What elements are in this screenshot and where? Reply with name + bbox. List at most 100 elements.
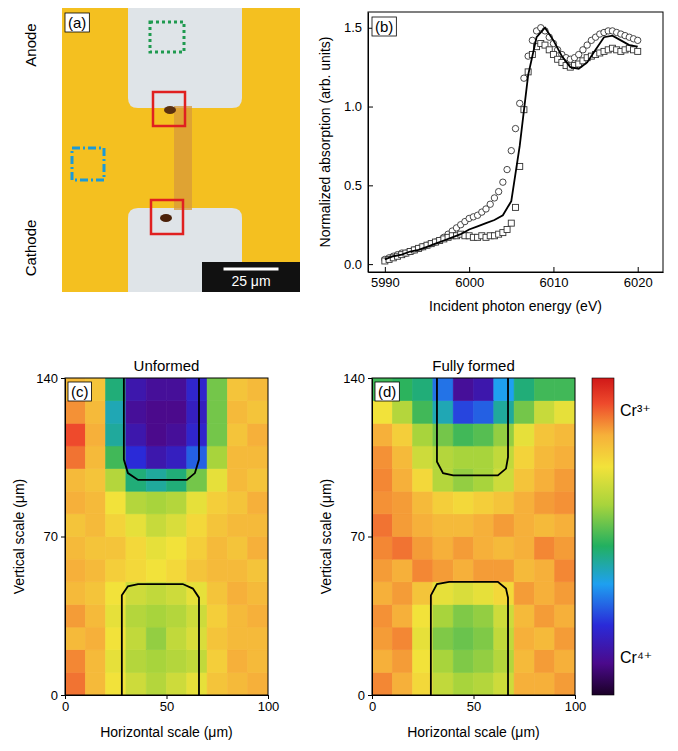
plot-area <box>65 378 268 695</box>
heatmap-cell <box>514 423 534 446</box>
heatmap-cell <box>474 559 494 582</box>
heatmap-cell <box>534 582 554 605</box>
micrograph-panel: 25 μm(a)AnodeCathode <box>22 8 300 292</box>
heatmap-cell <box>453 401 473 424</box>
heatmap-cell <box>167 559 187 582</box>
heatmap-cell <box>227 423 247 446</box>
region-box <box>151 200 183 234</box>
plot-background <box>368 12 663 272</box>
heatmap-cell <box>85 491 105 514</box>
plot-frame <box>372 378 575 695</box>
heatmap-cell <box>392 537 412 560</box>
heatmap-cell <box>534 537 554 560</box>
heatmap-cell <box>227 537 247 560</box>
x-tick: 100 <box>258 695 280 714</box>
heatmap-cell <box>248 537 268 560</box>
heatmap-cell <box>534 650 554 673</box>
x-tick: 100 <box>565 695 587 714</box>
tick-label: 5990 <box>371 275 400 290</box>
colorbar-label: Cr⁴⁺ <box>620 649 652 666</box>
heatmap-cell <box>65 582 85 605</box>
axis-line <box>65 379 66 696</box>
label: Fully formed <box>432 357 515 374</box>
heatmap-cell <box>392 514 412 537</box>
heatmap-cell <box>106 650 126 673</box>
heatmap-cell <box>413 537 433 560</box>
heatmap-cell <box>413 423 433 446</box>
heatmap-cell <box>207 627 227 650</box>
heatmap-cell <box>187 672 207 695</box>
electrode-outline <box>431 582 508 695</box>
marker <box>491 195 497 201</box>
heatmap-cell <box>433 604 453 627</box>
heatmap-cell <box>167 604 187 627</box>
heatmap-cell <box>534 514 554 537</box>
heatmap-cell <box>494 582 514 605</box>
heatmap-cell <box>65 537 85 560</box>
y-tick: 140 <box>36 371 65 386</box>
heatmap-cell <box>207 537 227 560</box>
tick-label: 140 <box>343 371 365 386</box>
heatmap-cell <box>207 604 227 627</box>
y-tick: 0 <box>358 688 372 703</box>
marker <box>513 204 519 210</box>
heatmap-cell <box>494 423 514 446</box>
heatmap-cell <box>413 627 433 650</box>
tick-label: 70 <box>351 529 365 544</box>
tick-mark <box>61 537 65 538</box>
heatmap-cell <box>474 627 494 650</box>
marker <box>504 226 510 232</box>
heatmap-cell <box>453 378 473 401</box>
heatmap-cell <box>248 627 268 650</box>
label: Horizontal scale (μm) <box>407 724 540 740</box>
heatmap-cell <box>106 491 126 514</box>
heatmap-cell <box>555 491 575 514</box>
heatmap-cell <box>474 446 494 469</box>
heatmap-cell <box>248 559 268 582</box>
heatmap-cell <box>514 491 534 514</box>
heatmap-cell <box>555 650 575 673</box>
tick-label: 0 <box>358 688 365 703</box>
heatmap-cell <box>248 650 268 673</box>
defect <box>160 214 172 222</box>
tick-label: 6010 <box>539 275 568 290</box>
colorbar: Cr³⁺Cr⁴⁺ <box>592 378 652 695</box>
heatmap-cell <box>413 672 433 695</box>
heatmap-cell <box>146 491 166 514</box>
heatmap-cell <box>146 650 166 673</box>
heatmap-cell <box>146 537 166 560</box>
y-tick: 0.0 <box>344 257 373 272</box>
heatmap-cell <box>413 514 433 537</box>
heatmap-cell <box>248 401 268 424</box>
heatmap-cell <box>514 537 534 560</box>
heatmap-cell <box>227 378 247 401</box>
series-line <box>385 28 638 260</box>
heatmap-cell <box>126 514 146 537</box>
heatmap-cell <box>392 446 412 469</box>
heatmap-cell <box>372 514 392 537</box>
region-box <box>72 148 104 180</box>
heatmap-cell <box>126 491 146 514</box>
heatmap-cell <box>227 604 247 627</box>
tick-label: 6020 <box>624 275 653 290</box>
heatmap-cell <box>248 446 268 469</box>
heatmap-cell <box>65 401 85 424</box>
heatmap-cell <box>392 672 412 695</box>
heatmap-cell <box>207 446 227 469</box>
tick-label: 70 <box>44 529 58 544</box>
label: Vertical scale (μm) <box>11 479 27 594</box>
heatmap-cell <box>126 604 146 627</box>
heatmap-cell <box>126 559 146 582</box>
heatmap-cell <box>494 491 514 514</box>
heatmap-cell <box>392 582 412 605</box>
label: Vertical scale (μm) <box>318 479 334 594</box>
label: Horizontal scale (μm) <box>100 724 233 740</box>
heatmap-cell <box>126 401 146 424</box>
heatmap-cell <box>534 423 554 446</box>
heatmap-cell <box>474 469 494 492</box>
x-tick: 50 <box>467 695 481 714</box>
heatmap-cell <box>514 672 534 695</box>
heatmap-cell <box>534 672 554 695</box>
tick-label: 6000 <box>455 275 484 290</box>
heatmap-cell <box>453 604 473 627</box>
